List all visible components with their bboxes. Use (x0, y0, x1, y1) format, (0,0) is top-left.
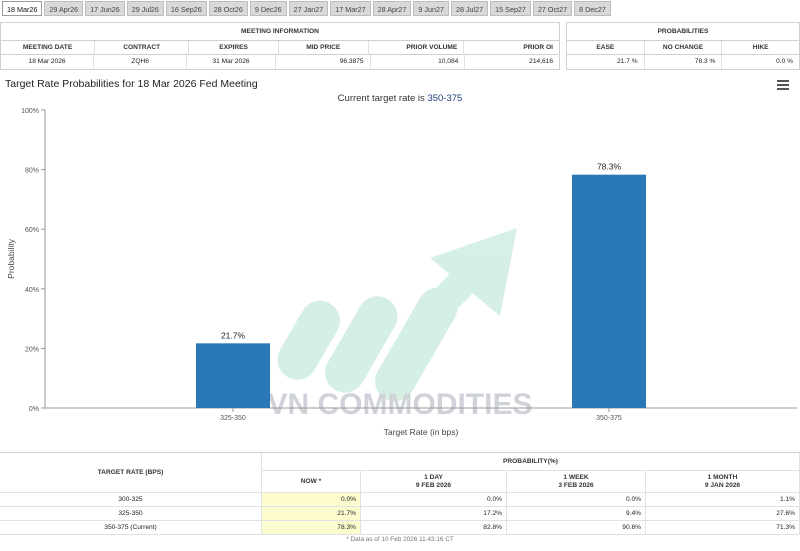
chart-subtitle-value: 350-375 (427, 93, 462, 104)
table-cell-1-week: 0.0% (507, 493, 646, 507)
chart-axes: 0% 20% 40% 60% 80% 100% 325-350 350-375 (21, 108, 797, 422)
tab-28-apr27[interactable]: 28 Apr27 (372, 1, 412, 16)
col-expires: EXPIRES (189, 41, 279, 54)
target-rate-header: TARGET RATE (BPS) (0, 453, 262, 493)
y-tick-label: 80% (25, 168, 39, 175)
y-tick-label: 40% (25, 287, 39, 294)
table-cell-1-week: 90.6% (507, 521, 646, 535)
target-rate-chart: Current target rate is 350-375 VN COMMOD… (6, 93, 797, 437)
col-ease: EASE (567, 41, 645, 54)
no-change-value: 78.3 % (645, 55, 723, 69)
tab-16-sep26[interactable]: 16 Sep26 (165, 1, 207, 16)
x-axis-label: Target Rate (in bps) (384, 427, 459, 437)
col-1-month: 1 MONTH 9 JAN 2026 (646, 471, 800, 493)
col-now: NOW * (262, 471, 361, 493)
expires-value: 31 Mar 2026 (187, 55, 276, 69)
table-cell-1-day: 82.8% (361, 521, 507, 535)
bar-data-label: 78.3% (597, 162, 622, 172)
col-1-week: 1 WEEK 3 FEB 2026 (507, 471, 646, 493)
tab-27-oct27[interactable]: 27 Oct27 (532, 1, 573, 16)
tab-17-jun26[interactable]: 17 Jun26 (85, 1, 125, 16)
tab-28-jul27[interactable]: 28 Jul27 (450, 1, 489, 16)
col-mid-price: MID PRICE (279, 41, 369, 54)
probability-history-table: TARGET RATE (BPS) PROBABILITY(%) NOW * 1… (0, 452, 800, 551)
table-row-label: 300-325 (0, 493, 262, 507)
tab-28-oct26[interactable]: 28 Oct26 (208, 1, 248, 16)
hike-value: 0.0 % (776, 58, 794, 65)
probability-header: PROBABILITY(%) (262, 453, 800, 471)
table-cell-1-month: 27.6% (646, 507, 800, 521)
table-cell-now: 0.0% (262, 493, 361, 507)
meeting-info-header-row: MEETING DATE CONTRACT EXPIRES MID PRICE … (1, 41, 559, 55)
meeting-information-header: MEETING INFORMATION (1, 23, 559, 41)
bar-325-350[interactable] (196, 343, 270, 408)
data-timestamp-footnote: * Data as of 10 Feb 2026 11:43:16 CT (346, 536, 454, 543)
chart-title: Target Rate Probabilities for 18 Mar 202… (5, 78, 258, 90)
table-cell-1-month: 71.3% (646, 521, 800, 535)
mid-price-value: 96.3875 (276, 55, 371, 69)
table-cell-now: 78.3% (262, 521, 361, 535)
prior-oi-value: 214,616 (529, 58, 553, 65)
meeting-information-table: MEETING INFORMATION MEETING DATE CONTRAC… (0, 22, 560, 70)
y-axis-label: Probability (6, 238, 16, 278)
meeting-date-value: 18 Mar 2026 (1, 55, 95, 69)
watermark-text: VN COMMODITIES (267, 388, 532, 421)
tab-17-mar27[interactable]: 17 Mar27 (330, 1, 371, 16)
probabilities-header-row: EASE NO CHANGE HIKE (567, 41, 799, 55)
chart-subtitle: Current target rate is 350-375 (338, 93, 463, 104)
tab-8-dec27[interactable]: 8 Dec27 (574, 1, 611, 16)
tab-15-sep27[interactable]: 15 Sep27 (490, 1, 531, 16)
tab-29-jul26[interactable]: 29 Jul26 (126, 1, 164, 16)
col-1-day: 1 DAY 9 FEB 2026 (361, 471, 507, 493)
x-tick-label: 350-375 (596, 415, 622, 422)
col-meeting-date: MEETING DATE (1, 41, 96, 54)
tab-9-jun27[interactable]: 9 Jun27 (413, 1, 449, 16)
bar-data-label: 21.7% (221, 330, 246, 340)
table-cell-1-day: 0.0% (361, 493, 507, 507)
col-prior-volume: PRIOR VOLUME (369, 41, 465, 54)
x-tick-label: 325-350 (220, 415, 246, 422)
ease-value: 21.7 % (567, 55, 645, 69)
meeting-date-tabs: 18 Mar26 29 Apr26 17 Jun26 29 Jul26 16 S… (0, 0, 800, 18)
tab-18-mar26[interactable]: 18 Mar26 (2, 1, 43, 16)
watermark-logo: VN COMMODITIES (267, 228, 533, 421)
probabilities-table: PROBABILITIES EASE NO CHANGE HIKE 21.7 %… (566, 22, 800, 70)
col-prior-oi: PRIOR OI (523, 44, 553, 51)
chart-bars: 21.7% 78.3% (196, 162, 646, 408)
table-row-label: 350-375 (Current) (0, 521, 262, 535)
chart-subtitle-prefix: Current target rate is (338, 93, 428, 104)
table-cell-now: 21.7% (262, 507, 361, 521)
table-row-label: 325-350 (0, 507, 262, 521)
col-contract: CONTRACT (95, 41, 190, 54)
probabilities-header: PROBABILITIES (567, 23, 799, 41)
y-tick-label: 20% (25, 346, 39, 353)
prior-volume-value: 10,084 (371, 55, 466, 69)
tab-27-jan27[interactable]: 27 Jan27 (288, 1, 329, 16)
hamburger-menu-icon[interactable] (777, 80, 789, 90)
table-cell-1-month: 1.1% (646, 493, 800, 507)
table-cell-1-day: 17.2% (361, 507, 507, 521)
bar-350-375[interactable] (572, 174, 646, 408)
tab-9-dec26[interactable]: 9 Dec26 (249, 1, 287, 16)
probabilities-value-row: 21.7 % 78.3 % 0.0 % (567, 55, 799, 69)
meeting-info-value-row: 18 Mar 2026 ZQH6 31 Mar 2026 96.3875 10,… (1, 55, 559, 69)
tab-29-apr26[interactable]: 29 Apr26 (44, 1, 84, 16)
y-tick-label: 0% (29, 406, 39, 413)
y-tick-label: 100% (21, 108, 39, 115)
contract-value: ZQH6 (94, 55, 188, 69)
col-no-change: NO CHANGE (645, 41, 723, 54)
table-cell-1-week: 9.4% (507, 507, 646, 521)
col-hike: HIKE (752, 44, 769, 51)
y-tick-label: 60% (25, 227, 39, 234)
